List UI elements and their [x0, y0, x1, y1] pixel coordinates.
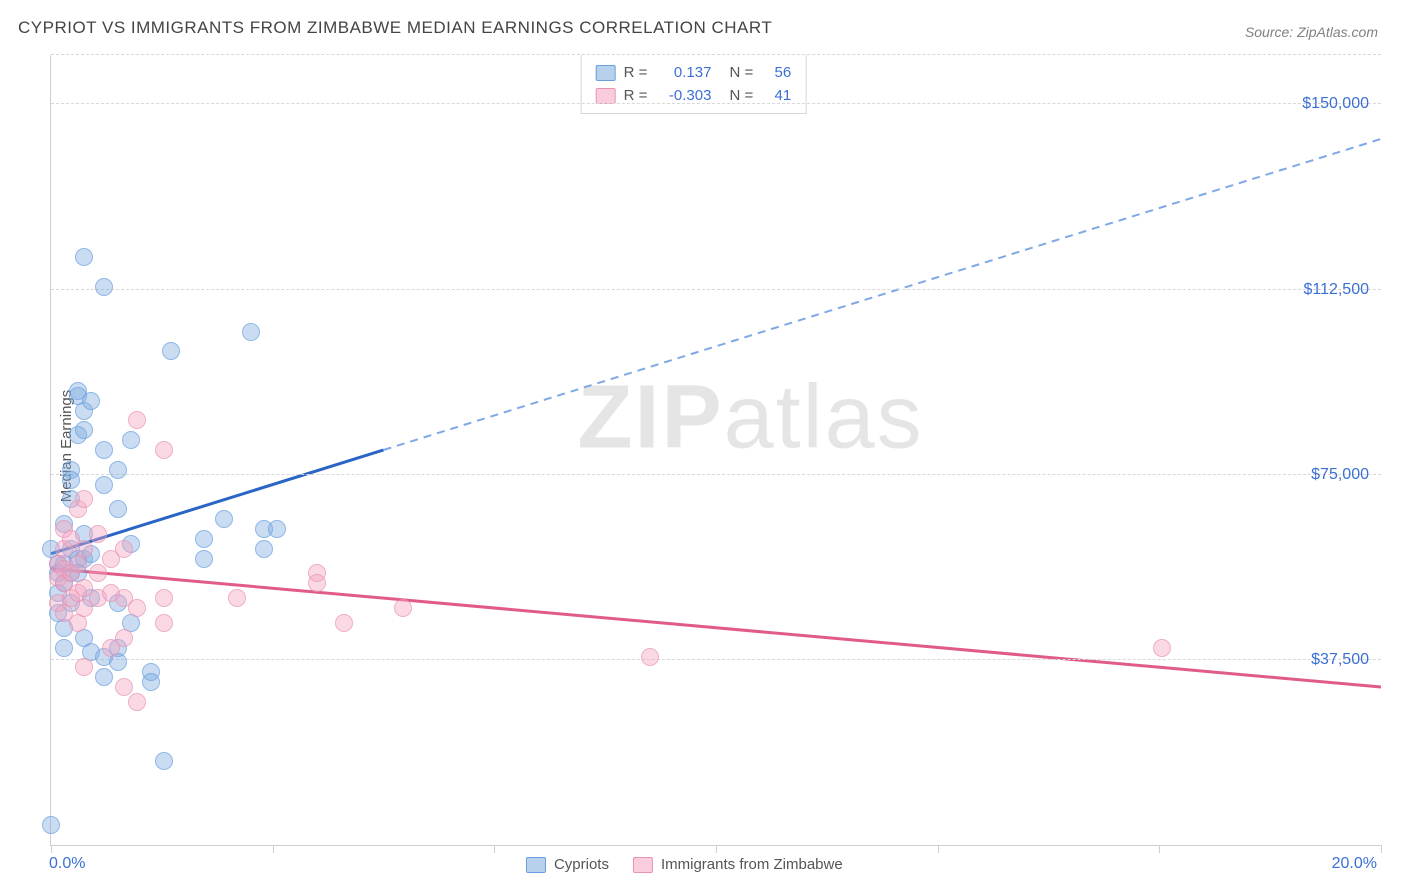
- data-point: [195, 530, 213, 548]
- data-point: [75, 248, 93, 266]
- data-point: [155, 614, 173, 632]
- data-point: [109, 461, 127, 479]
- data-point: [55, 639, 73, 657]
- swatch-zimbabwe-icon: [633, 857, 653, 873]
- data-point: [75, 658, 93, 676]
- gridline: [51, 54, 1381, 55]
- data-point: [62, 471, 80, 489]
- x-tick: [1159, 845, 1160, 853]
- n-label: N =: [729, 87, 753, 104]
- data-point: [335, 614, 353, 632]
- data-point: [89, 564, 107, 582]
- y-tick-label: $112,500: [1303, 281, 1369, 299]
- regression-lines-svg: [51, 55, 1381, 845]
- data-point: [215, 510, 233, 528]
- data-point: [128, 693, 146, 711]
- data-point: [75, 490, 93, 508]
- r-label: R =: [624, 64, 648, 81]
- x-tick: [273, 845, 274, 853]
- y-tick-label: $150,000: [1302, 95, 1369, 113]
- swatch-cypriots-icon: [526, 857, 546, 873]
- gridline: [51, 289, 1381, 290]
- y-tick-label: $37,500: [1311, 651, 1369, 669]
- gridline: [51, 103, 1381, 104]
- n-value-zimbabwe: 41: [761, 87, 791, 104]
- data-point: [242, 323, 260, 341]
- gridline: [51, 659, 1381, 660]
- data-point: [255, 540, 273, 558]
- data-point: [95, 441, 113, 459]
- data-point: [95, 668, 113, 686]
- y-tick-label: $75,000: [1311, 466, 1369, 484]
- x-axis-min-label: 0.0%: [49, 855, 85, 873]
- legend-label-zimbabwe: Immigrants from Zimbabwe: [661, 856, 843, 873]
- data-point: [308, 574, 326, 592]
- data-point: [95, 278, 113, 296]
- data-point: [128, 411, 146, 429]
- r-value-cypriots: 0.137: [655, 64, 711, 81]
- regression-line: [51, 569, 1381, 688]
- r-value-zimbabwe: -0.303: [655, 87, 711, 104]
- x-tick: [1381, 845, 1382, 853]
- legend-item-cypriots: Cypriots: [526, 856, 609, 873]
- data-point: [122, 431, 140, 449]
- swatch-zimbabwe-icon: [596, 88, 616, 104]
- data-point: [115, 678, 133, 696]
- data-point: [89, 525, 107, 543]
- data-point: [95, 476, 113, 494]
- data-point: [162, 342, 180, 360]
- correlation-legend: R = 0.137 N = 56 R = -0.303 N = 41: [581, 55, 807, 114]
- x-tick: [494, 845, 495, 853]
- legend-row-cypriots: R = 0.137 N = 56: [596, 61, 792, 84]
- source-label: Source: ZipAtlas.com: [1245, 24, 1378, 40]
- x-tick: [51, 845, 52, 853]
- x-tick: [716, 845, 717, 853]
- data-point: [268, 520, 286, 538]
- data-point: [109, 500, 127, 518]
- chart-title: CYPRIOT VS IMMIGRANTS FROM ZIMBABWE MEDI…: [18, 18, 772, 38]
- data-point: [75, 540, 93, 558]
- swatch-cypriots-icon: [596, 65, 616, 81]
- data-point: [128, 599, 146, 617]
- data-point: [394, 599, 412, 617]
- data-point: [228, 589, 246, 607]
- data-point: [115, 629, 133, 647]
- regression-line: [384, 139, 1382, 450]
- data-point: [42, 816, 60, 834]
- x-axis-max-label: 20.0%: [1332, 855, 1377, 873]
- data-point: [82, 392, 100, 410]
- legend-item-zimbabwe: Immigrants from Zimbabwe: [633, 856, 843, 873]
- data-point: [115, 540, 133, 558]
- data-point: [75, 421, 93, 439]
- data-point: [155, 441, 173, 459]
- data-point: [142, 673, 160, 691]
- data-point: [155, 589, 173, 607]
- data-point: [195, 550, 213, 568]
- legend-label-cypriots: Cypriots: [554, 856, 609, 873]
- n-label: N =: [729, 64, 753, 81]
- data-point: [1153, 639, 1171, 657]
- series-legend: Cypriots Immigrants from Zimbabwe: [526, 856, 843, 873]
- r-label: R =: [624, 87, 648, 104]
- chart-plot-area: ZIPatlas R = 0.137 N = 56 R = -0.303 N =…: [50, 55, 1381, 846]
- gridline: [51, 474, 1381, 475]
- x-tick: [938, 845, 939, 853]
- data-point: [155, 752, 173, 770]
- n-value-cypriots: 56: [761, 64, 791, 81]
- data-point: [641, 648, 659, 666]
